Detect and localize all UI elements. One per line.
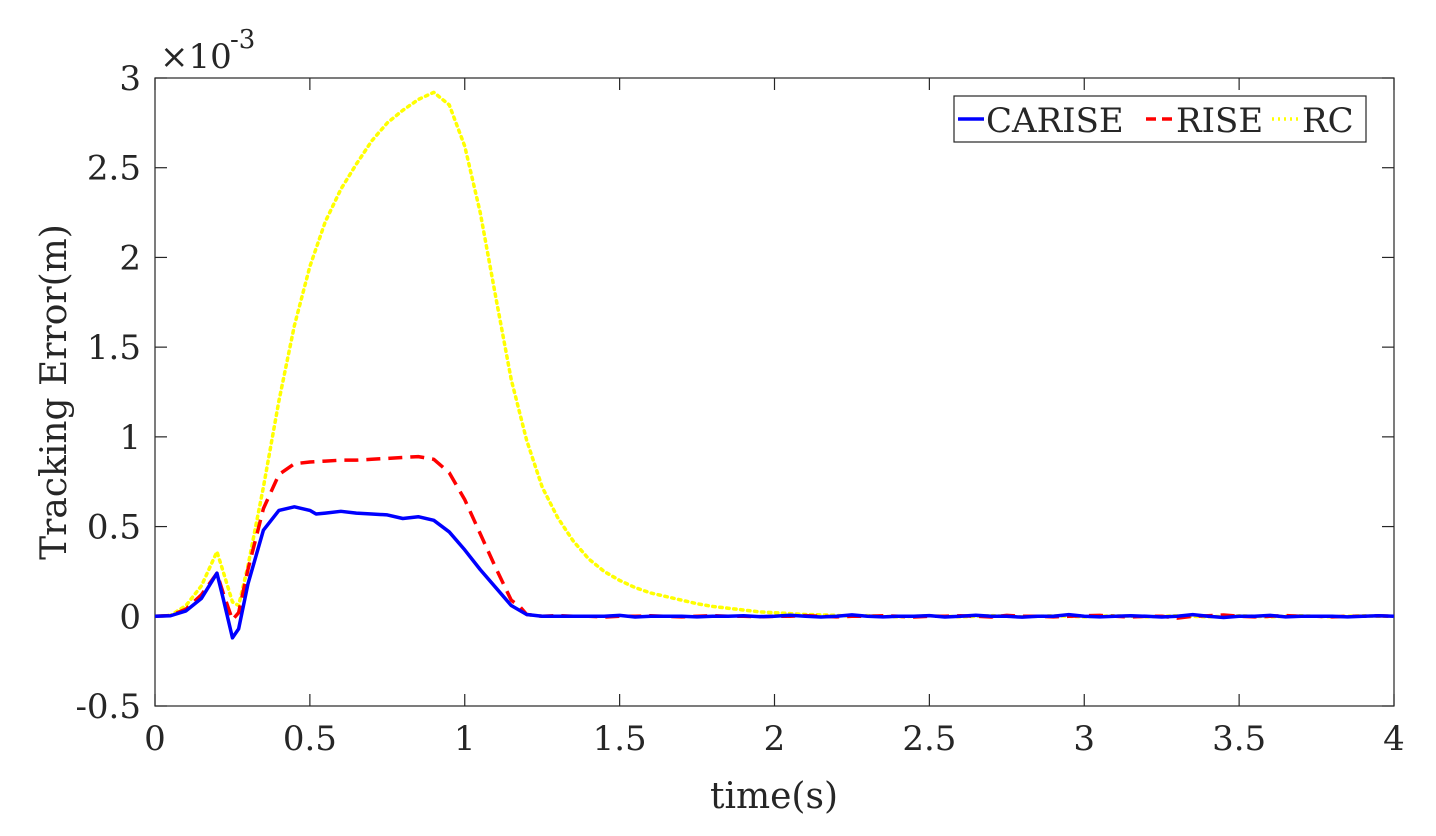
x-tick-label: 2 [764,719,786,759]
y-tick-label: 2.5 [87,149,141,189]
x-tick-label: 0 [144,719,166,759]
plot-area-frame [154,77,1395,707]
y-axis-ticks: -0.5 0 0.5 1 1.5 2 2.5 3 [75,59,1394,727]
x-axis-ticks: 0 0.5 1 1.5 2 2.5 3 3.5 4 [144,78,1405,759]
y-tick-label: 2 [119,238,141,278]
y-tick-label: 1.5 [87,328,141,368]
y-tick-label: 0 [119,597,141,637]
y-tick-label: 3 [119,59,141,99]
legend-label-rise: RISE [1176,101,1263,141]
x-tick-label: 1.5 [593,719,647,759]
legend-label-carise: CARISE [986,101,1124,141]
series-layer [155,90,1394,640]
x-tick-label: 3.5 [1212,719,1266,759]
series-line-rise [155,454,1394,622]
x-tick-label: 2.5 [902,719,956,759]
x-tick-label: 0.5 [283,719,337,759]
y-tick-label: 0.5 [87,508,141,548]
y-axis-label: Tracking Error(m) [34,224,75,560]
y-tick-label: -0.5 [75,687,141,727]
x-tick-label: 4 [1383,719,1405,759]
y-tick-label: 1 [119,418,141,458]
x-tick-label: 3 [1073,719,1095,759]
x-tick-label: 1 [454,719,476,759]
legend: CARISE RISE RC [953,95,1367,143]
series-line-carise [155,505,1394,640]
y-exponent-base: ×10 [160,37,232,77]
x-axis-label: time(s) [710,776,838,817]
legend-label-rc: RC [1302,101,1354,141]
y-exponent-power: -3 [230,25,255,55]
